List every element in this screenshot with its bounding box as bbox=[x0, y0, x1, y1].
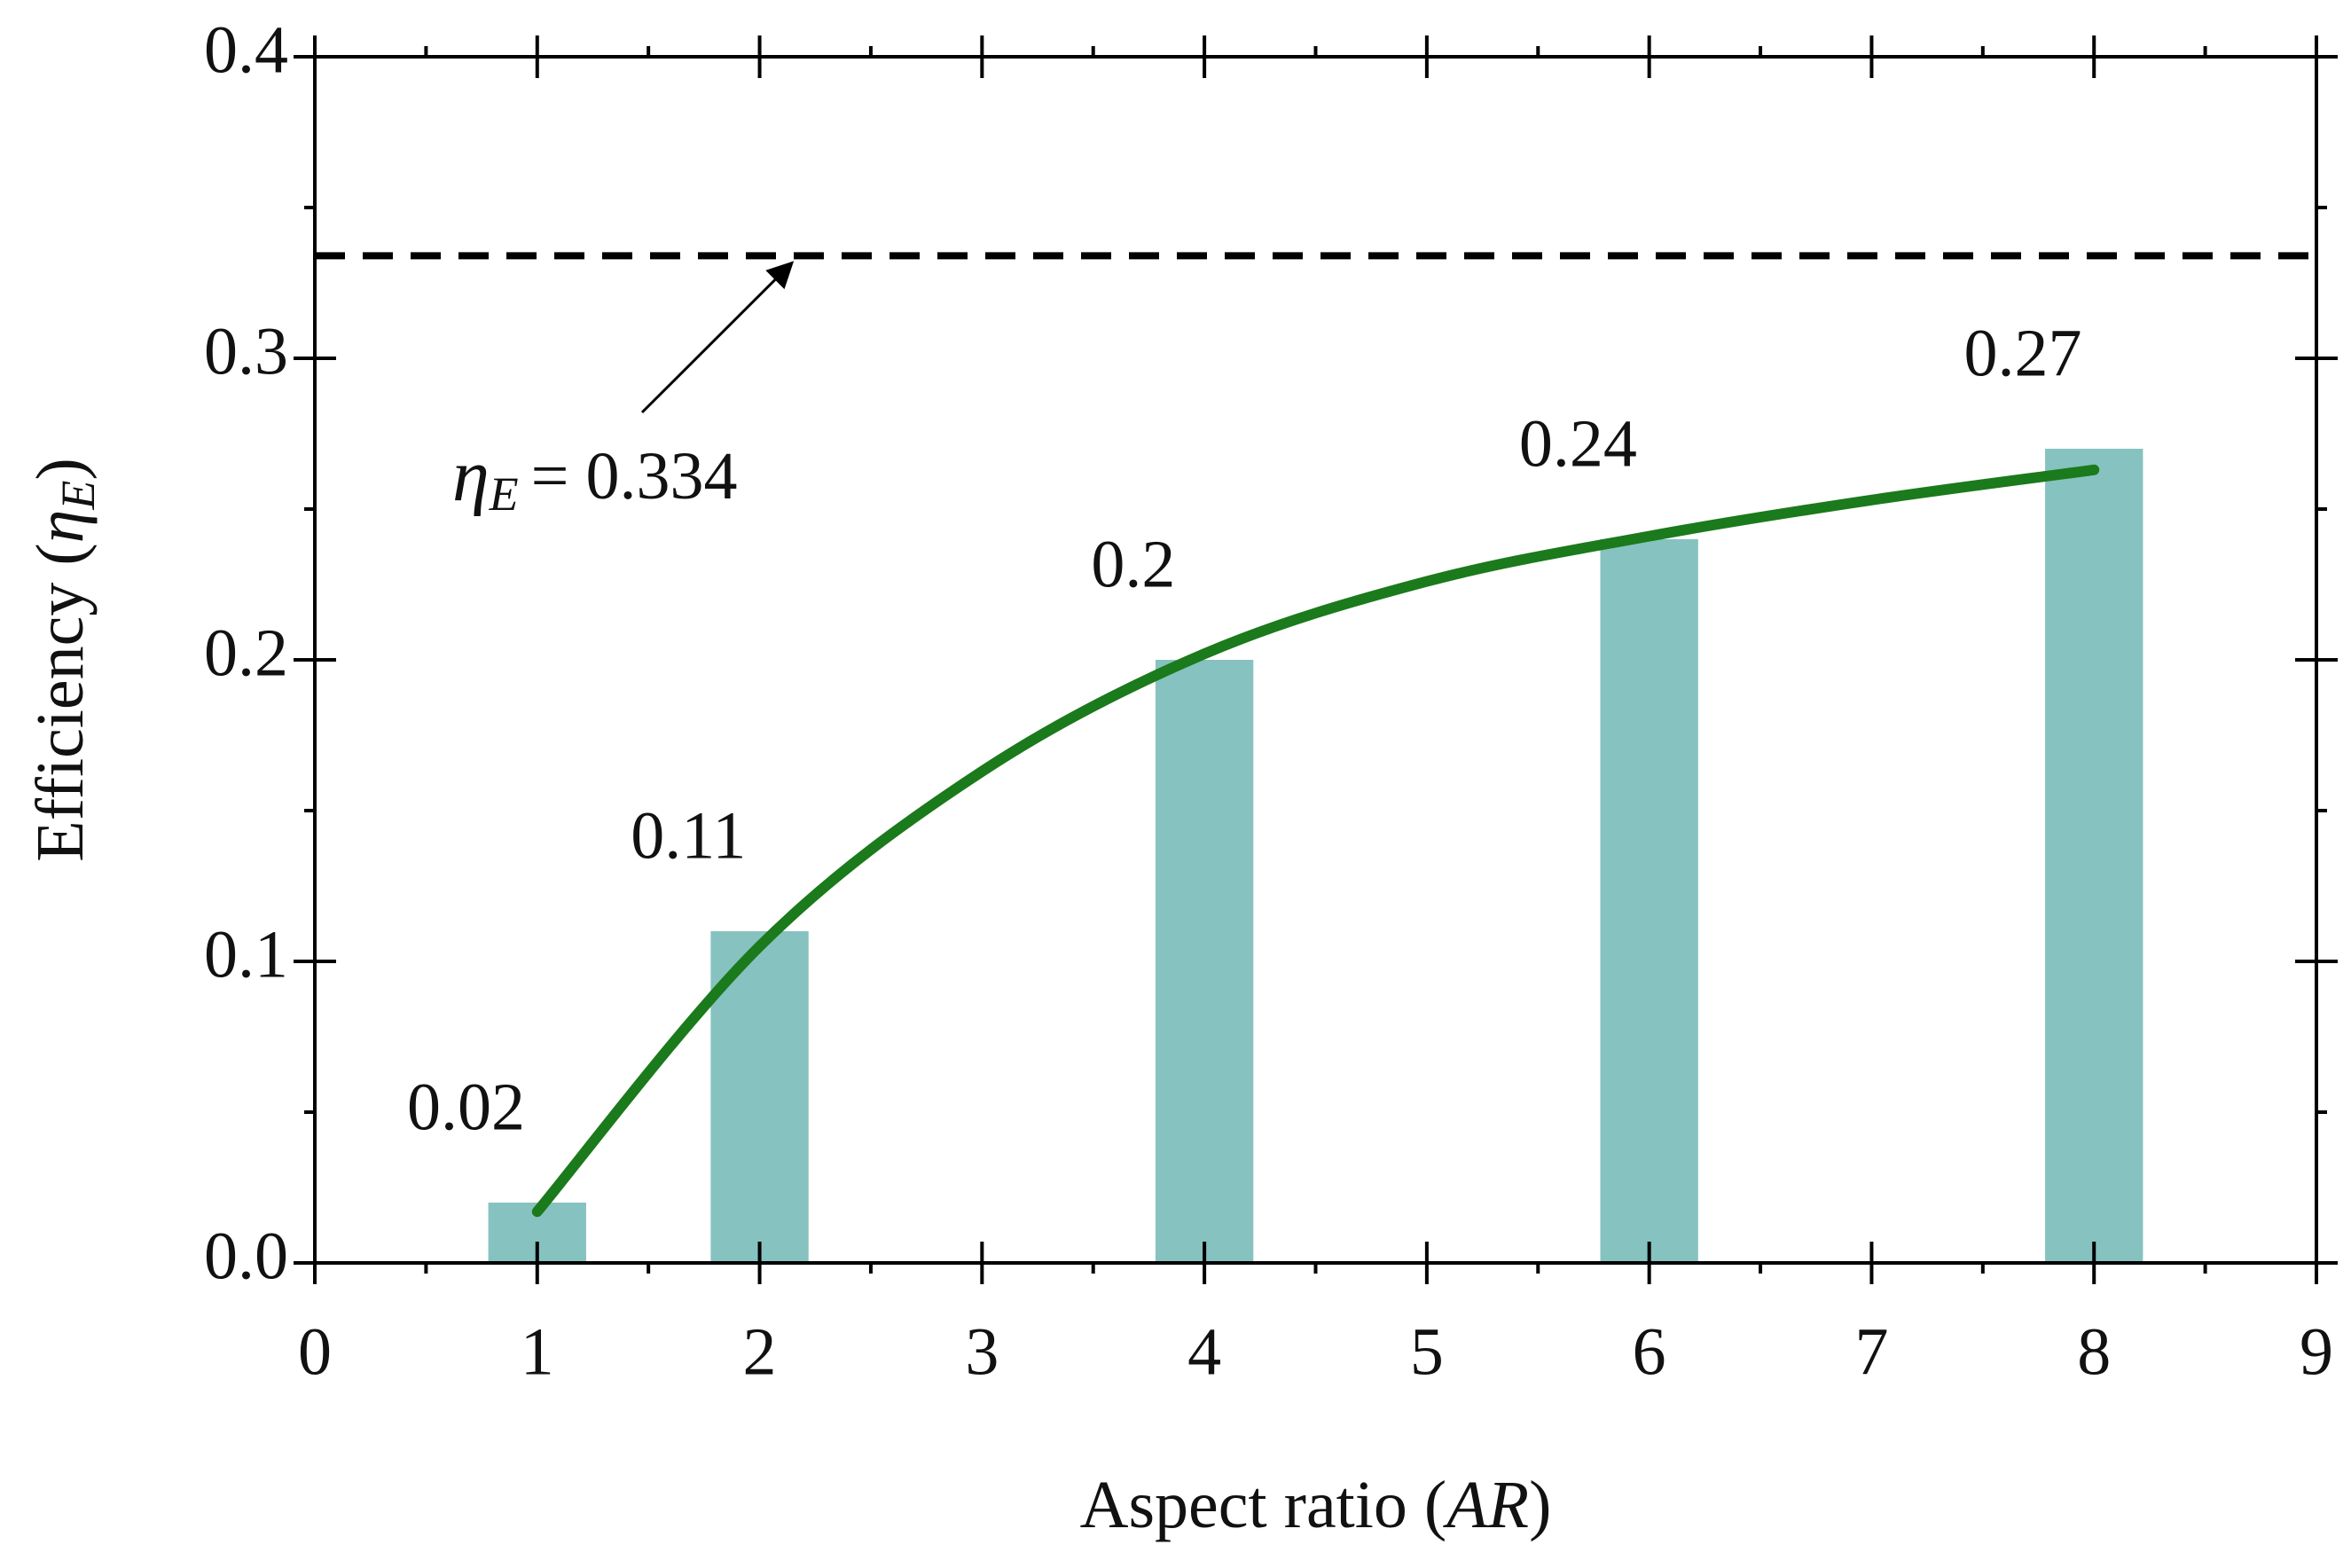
x-axis-label-italic: AR bbox=[1442, 1468, 1529, 1542]
y-axis-label-symbol: η bbox=[23, 510, 98, 544]
x-tick-label: 0 bbox=[298, 1314, 332, 1389]
x-tick-label: 1 bbox=[521, 1314, 554, 1389]
x-tick-label: 7 bbox=[1854, 1314, 1888, 1389]
annotation-text: = 0.334 bbox=[531, 439, 738, 514]
value-label: 0.27 bbox=[1963, 316, 2081, 390]
x-axis-label: Aspect ratio (AR) bbox=[1080, 1468, 1552, 1542]
x-tick-label: 5 bbox=[1410, 1314, 1444, 1389]
value-label: 0.02 bbox=[407, 1070, 525, 1144]
x-tick-label: 6 bbox=[1633, 1314, 1666, 1389]
x-tick-label: 2 bbox=[743, 1314, 777, 1389]
y-axis-label-text: Efficiency ( bbox=[23, 543, 98, 861]
y-tick-label: 0.1 bbox=[204, 917, 288, 992]
x-tick-label: 9 bbox=[2300, 1314, 2333, 1389]
value-label: 0.2 bbox=[1091, 527, 1175, 601]
x-tick-label: 4 bbox=[1187, 1314, 1221, 1389]
x-axis-label-close: ) bbox=[1529, 1468, 1551, 1542]
annotation-arrow bbox=[640, 261, 795, 414]
y-tick-label: 0.4 bbox=[204, 12, 288, 87]
bar bbox=[1600, 539, 1698, 1263]
bar bbox=[1155, 660, 1254, 1263]
y-axis-label-close: ) bbox=[23, 458, 98, 480]
annotation-symbol: η bbox=[452, 435, 490, 517]
value-label: 0.11 bbox=[631, 798, 746, 873]
y-tick-label: 0.2 bbox=[204, 615, 288, 690]
y-axis-label-subscript: E bbox=[51, 481, 105, 511]
value-label: 0.24 bbox=[1519, 406, 1637, 481]
bar bbox=[2045, 449, 2143, 1263]
x-tick-label: 3 bbox=[965, 1314, 999, 1389]
x-tick-label: 8 bbox=[2077, 1314, 2111, 1389]
y-axis-label: Efficiency (ηE) bbox=[23, 458, 105, 861]
fit-curve bbox=[531, 464, 2100, 1218]
annotation-subscript: E bbox=[489, 467, 519, 521]
y-tick-label: 0.0 bbox=[204, 1219, 288, 1293]
y-tick-label: 0.3 bbox=[204, 314, 288, 388]
annotation: ηE = 0.334 bbox=[452, 435, 738, 521]
x-axis-label-text: Aspect ratio ( bbox=[1080, 1468, 1447, 1542]
plot-frame bbox=[313, 55, 2318, 1265]
